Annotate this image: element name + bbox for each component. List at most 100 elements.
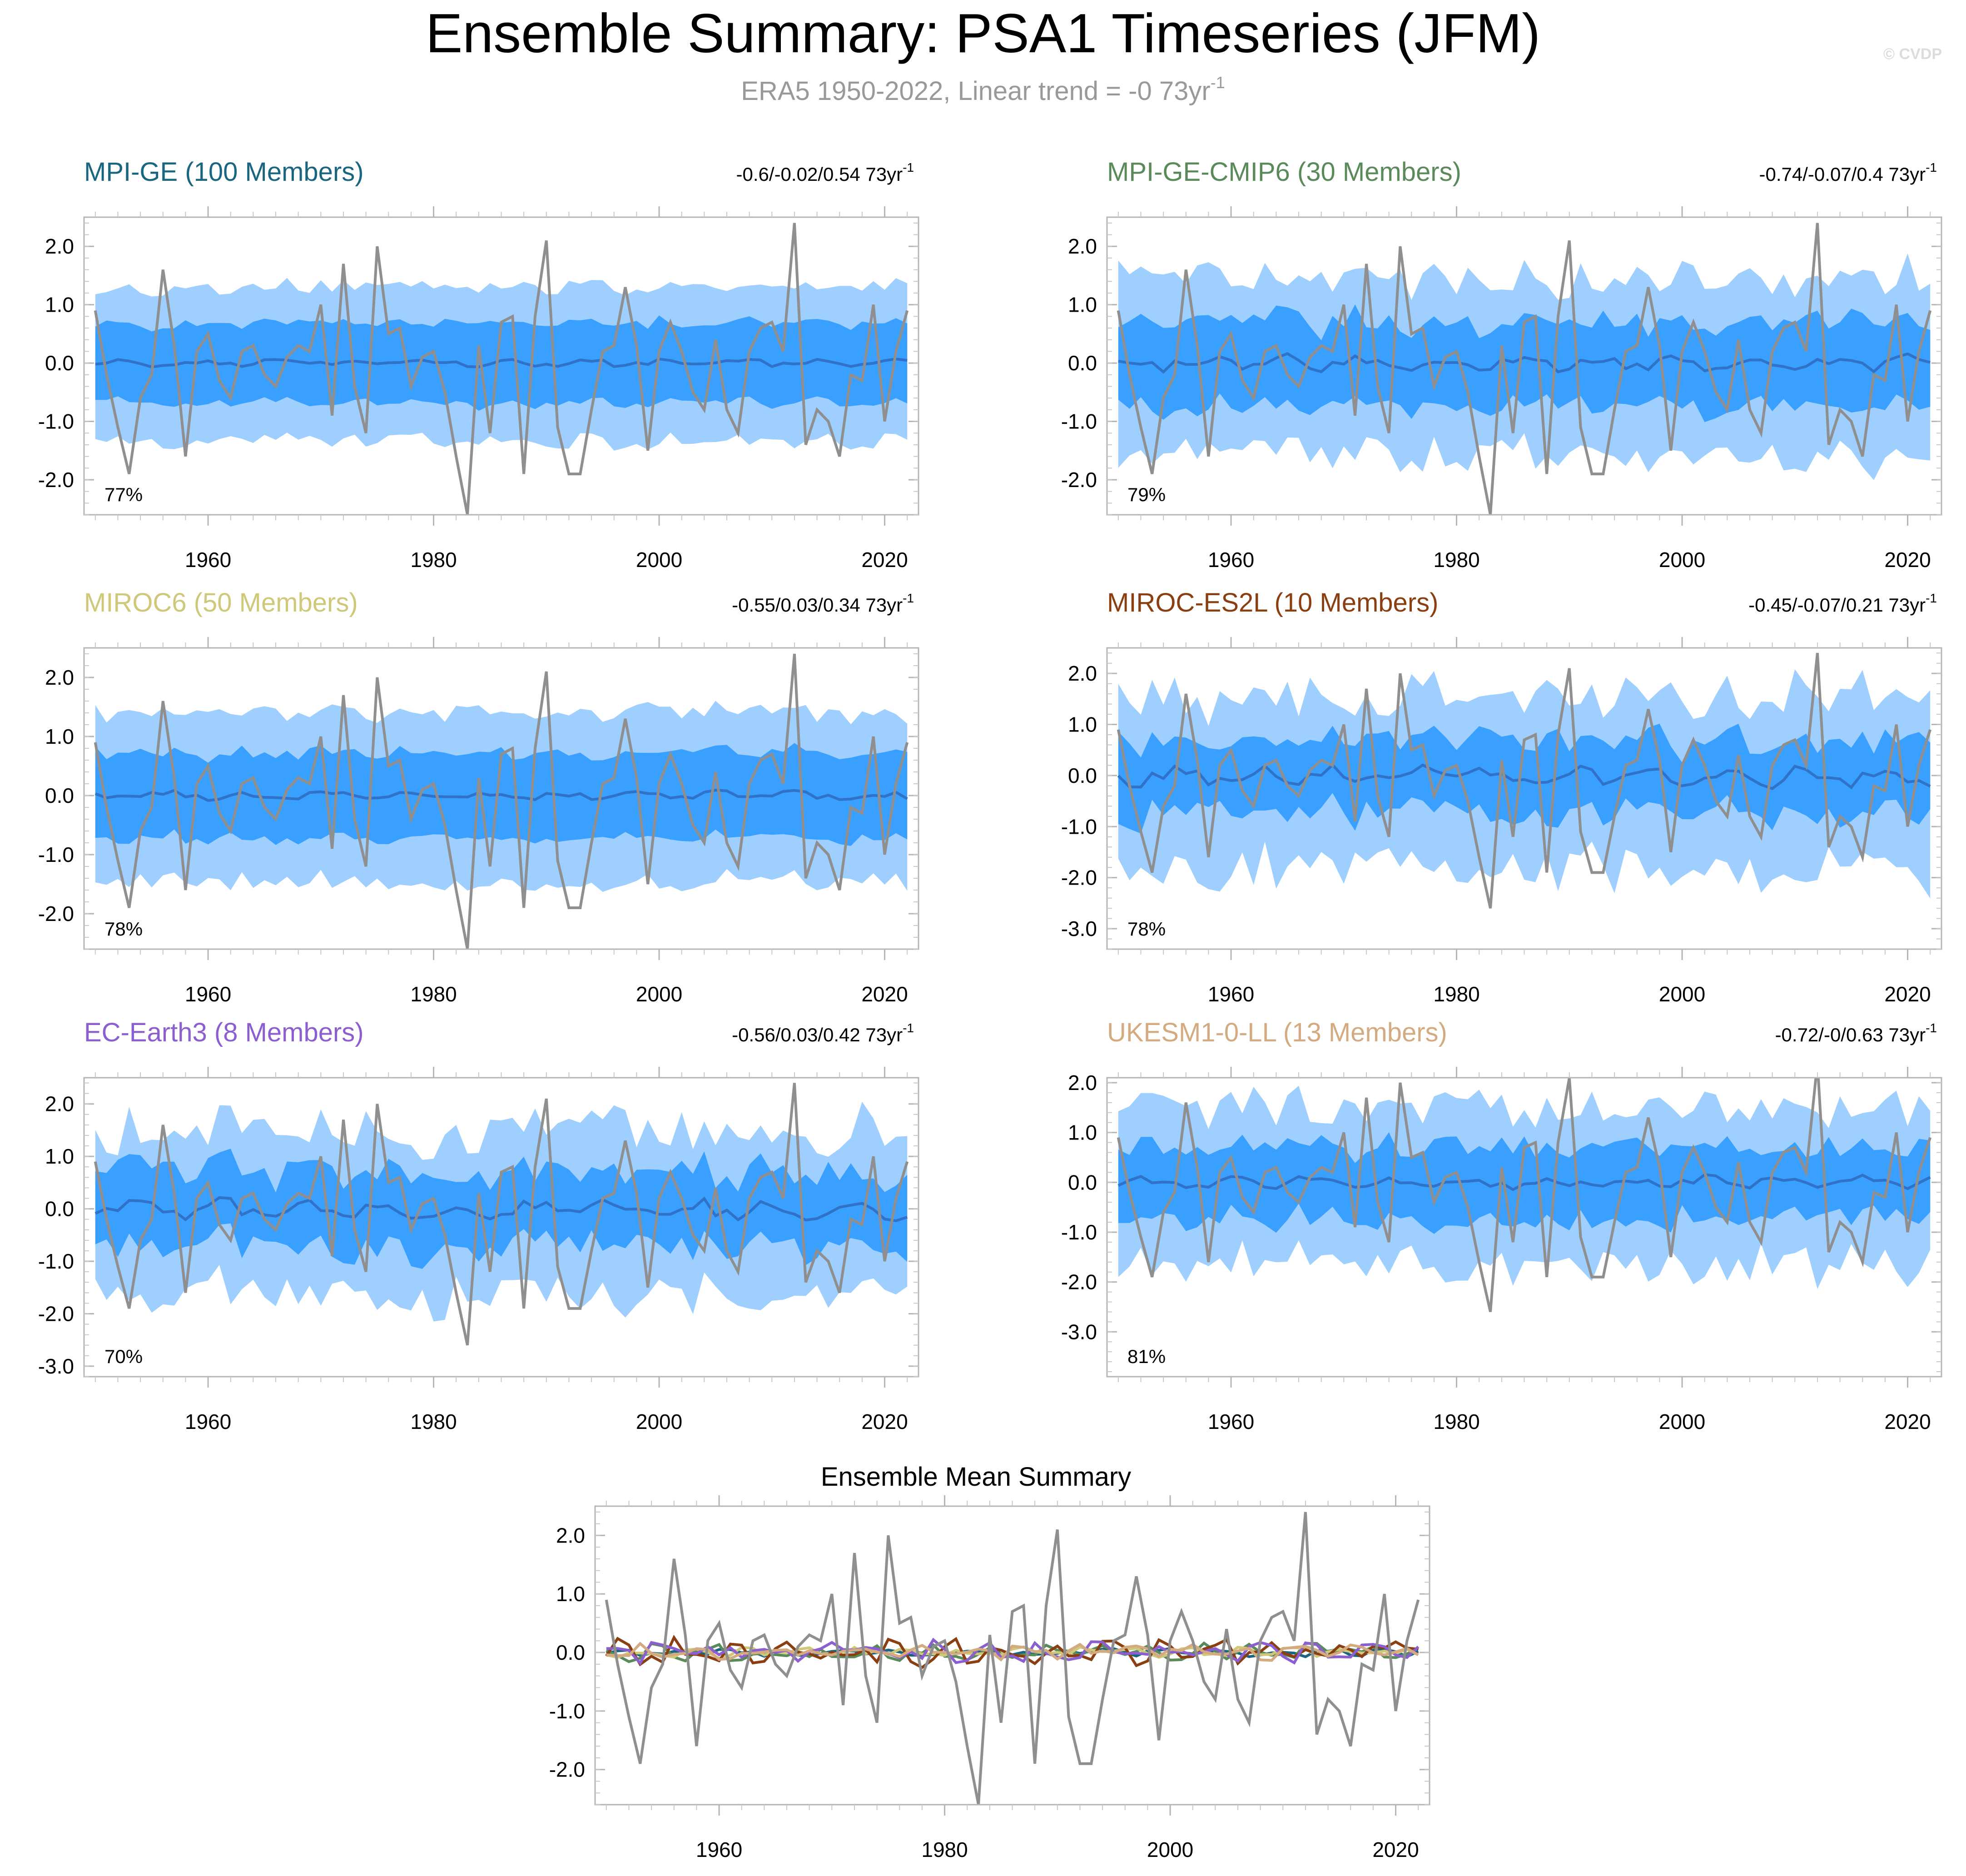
y-tick-label: 1.0 [45,725,74,748]
x-tick-label: 2000 [636,1410,682,1433]
x-tick-label: 2020 [861,982,908,1006]
x-tick-label: 2000 [636,982,682,1006]
panel-title: MPI-GE (100 Members) [84,157,364,187]
y-tick-label: -1.0 [38,410,74,433]
y-tick-label: -2.0 [1061,468,1097,492]
panel-trend-text: -0.6/-0.02/0.54 73yr-1 [736,160,914,185]
percent-label: 78% [104,918,143,940]
figure-title: Ensemble Summary: PSA1 Timeseries (JFM) [426,2,1540,64]
observed-series-line [1117,1078,1932,1313]
y-tick-label: 0.0 [1068,351,1097,375]
ensemble-mean-line [95,358,908,368]
y-tick-label: 0.0 [45,351,74,375]
trend-superscript: -1 [1926,160,1937,174]
x-tick-label: 2020 [1884,982,1931,1006]
panel-trend-text: -0.55/0.03/0.34 73yr-1 [732,591,914,616]
x-tick-label: 2000 [636,548,682,572]
panel-title: MIROC-ES2L (10 Members) [1107,588,1438,617]
x-tick-label: 2020 [1884,1410,1931,1433]
chart-panels: MPI-GE (100 Members) -0.6/-0.02/0.54 73yr… [38,157,1942,1861]
y-tick-label: 2.0 [1068,1071,1097,1095]
ensemble-mean-line [1117,1173,1931,1191]
y-tick-label: 1.0 [1068,293,1097,317]
ensemble-mean-line [1118,352,1931,374]
y-tick-label: 0.0 [45,784,74,807]
subtitle-superscript: -1 [1211,73,1225,92]
x-tick-label: 1960 [185,1410,231,1433]
panel-title: MPI-GE-CMIP6 (30 Members) [1107,157,1461,187]
observed-series-line [1117,652,1932,909]
y-tick-label: -1.0 [1061,815,1097,838]
observed-series-line [94,223,909,515]
panel-content [1117,1078,1932,1313]
y-tick-label: -2.0 [38,902,74,926]
trend-main: -0.72/-0/0.63 73yr [1775,1024,1926,1045]
inner-spread-band [1118,304,1931,423]
cvdp-watermark: © CVDP [1883,45,1942,63]
inner-spread-band [95,1149,908,1269]
x-tick-label: 1980 [1433,982,1479,1006]
y-tick-label: -3.0 [1061,1320,1097,1344]
trend-superscript: -1 [903,1021,914,1035]
y-tick-label: -2.0 [38,468,74,492]
panel-trend-text: -0.72/-0/0.63 73yr-1 [1775,1021,1937,1045]
x-tick-label: 2020 [1372,1838,1419,1861]
ensemble-mean-line [1117,763,1931,791]
x-tick-label: 2000 [1659,982,1705,1006]
trend-main: -0.56/0.03/0.42 73yr [732,1024,903,1045]
trend-superscript: -1 [903,160,914,174]
y-tick-label: 1.0 [45,293,74,317]
panel-trend-text: -0.45/-0.07/0.21 73yr-1 [1748,591,1937,616]
y-tick-label: 2.0 [45,234,74,258]
panel-4: MIROC-ES2L (10 Members) -0.45/-0.07/0.21 … [1061,588,1942,1006]
panel-trend-text: -0.56/0.03/0.42 73yr-1 [732,1021,914,1045]
x-tick-label: 1980 [1433,548,1479,572]
panel-content [1117,223,1932,515]
y-tick-label: 0.0 [1068,764,1097,787]
y-tick-label: 2.0 [45,666,74,689]
y-tick-label: 0.0 [1068,1170,1097,1194]
panel-5: EC-Earth3 (8 Members) -0.56/0.03/0.42 73y… [38,1018,919,1433]
percent-label: 78% [1127,918,1166,940]
ensemble-mean-line [94,788,908,802]
panel-trend-text: -0.74/-0.07/0.4 73yr-1 [1759,160,1937,185]
x-tick-label: 2000 [1147,1838,1193,1861]
panel-content [94,1083,909,1346]
x-tick-label: 1980 [1433,1410,1479,1433]
panel-content [94,653,909,949]
x-tick-label: 1980 [410,1410,457,1433]
trend-main: -0.55/0.03/0.34 73yr [732,594,903,616]
y-tick-label: -2.0 [38,1302,74,1325]
x-tick-label: 1980 [410,548,457,572]
percent-label: 81% [1127,1346,1166,1367]
panel-content [94,223,909,515]
x-tick-label: 2000 [1659,548,1705,572]
y-tick-label: 2.0 [556,1523,585,1547]
panel-2: MPI-GE-CMIP6 (30 Members) -0.74/-0.07/0.4… [1061,157,1942,572]
model-mean-series-5 [606,1637,1420,1666]
panel-3: MIROC6 (50 Members) -0.55/0.03/0.34 73yr-… [38,588,919,1006]
y-tick-label: -2.0 [1061,866,1097,890]
panel-7: Ensemble Mean Summary 2.0 1.0 0.0 -1.0 -2.0 19… [549,1462,1430,1861]
percent-label: 70% [104,1346,143,1367]
y-tick-label: 2.0 [1068,234,1097,258]
x-tick-label: 2000 [1659,1410,1705,1433]
model-mean-series-6 [606,1642,1419,1662]
x-tick-label: 2020 [861,548,908,572]
x-tick-label: 1960 [185,982,231,1006]
y-tick-label: -1.0 [38,843,74,866]
panel-content [1117,652,1932,909]
panel-title: MIROC6 (50 Members) [84,588,358,617]
observed-series-line [94,653,909,949]
panel-content [605,1512,1420,1805]
percent-label: 79% [1127,484,1166,505]
y-tick-label: 2.0 [1068,662,1097,685]
x-tick-label: 2020 [861,1410,908,1433]
trend-main: -0.74/-0.07/0.4 73yr [1759,164,1926,185]
percent-label: 77% [104,484,143,505]
x-tick-label: 1980 [410,982,457,1006]
ensemble-mean-line [94,1196,908,1222]
x-tick-label: 1980 [921,1838,968,1861]
